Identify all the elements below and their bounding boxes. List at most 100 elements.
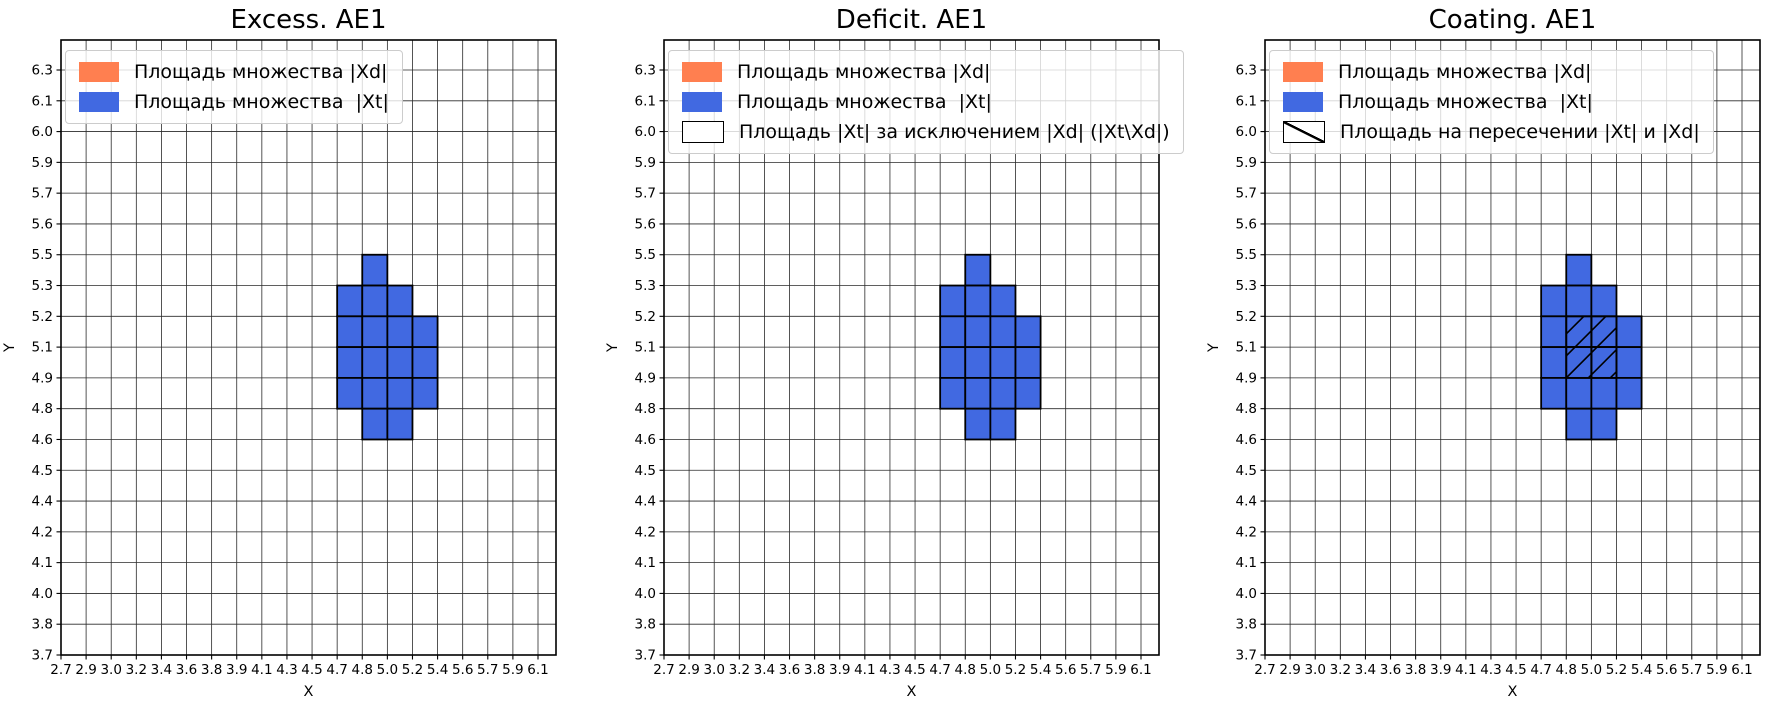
- legend-entry: Площадь |Xt| за исключением |Xd| (|Xt\Xd…: [682, 117, 1170, 147]
- y-tick-label: 4.4: [1236, 494, 1257, 510]
- xt-cell: [1615, 376, 1643, 410]
- xt-cell: [1540, 284, 1568, 318]
- y-tick-label: 3.7: [32, 648, 53, 664]
- x-tick-label: 5.9: [1105, 662, 1126, 678]
- x-tick-label: 2.7: [50, 662, 71, 678]
- xt-cell: [386, 315, 414, 349]
- x-tick-label: 5.4: [1631, 662, 1652, 678]
- xt-cell: [1540, 315, 1568, 349]
- xt-cell: [361, 346, 389, 379]
- x-tick-label: 3.8: [1405, 662, 1426, 678]
- plot-2: 2.7 2.9 3.0 3.2 3.4 3.6 3.8 3.9 4.1 4.3 4.5 4.7 4.8 5…: [1206, 39, 1761, 700]
- legend-label: Площадь множества |Xt|: [1338, 90, 1593, 113]
- x-tick-label: 5.6: [1656, 662, 1677, 678]
- x-tick-label: 4.8: [955, 662, 976, 678]
- xt-cells: [939, 253, 1042, 441]
- x-tick-label: 4.5: [904, 662, 925, 678]
- x-tick-label: 5.2: [1005, 662, 1026, 678]
- x-tick-label: 3.9: [829, 662, 850, 678]
- x-tick-label: 5.0: [1581, 662, 1602, 678]
- y-tick-label: 6.1: [32, 93, 53, 109]
- x-tick-label: 3.4: [1355, 662, 1376, 678]
- x-tick-label: 5.7: [1681, 662, 1702, 678]
- x-tick-label: 2.9: [1279, 662, 1300, 678]
- x-tick-label: 3.6: [779, 662, 800, 678]
- y-tick-label: 3.8: [635, 617, 656, 633]
- legend-swatch-fill-icon: [79, 62, 119, 82]
- y-tick-label: 3.7: [635, 648, 656, 664]
- y-tick-label: 6.3: [32, 63, 53, 79]
- y-tick-label: 5.5: [635, 247, 656, 263]
- x-tick-label: 4.8: [352, 662, 373, 678]
- plot-title-excess: Excess. AE1: [230, 5, 387, 35]
- xt-cell: [411, 346, 439, 379]
- xt-cell: [1615, 346, 1643, 379]
- y-tick-label: 4.2: [1236, 524, 1257, 540]
- y-tick-label: 4.5: [32, 463, 53, 479]
- xt-cell: [989, 315, 1017, 349]
- x-tick-label: 3.2: [1330, 662, 1351, 678]
- y-tick-label: 5.7: [1236, 186, 1257, 202]
- y-tick-label: 5.2: [635, 309, 656, 325]
- x-tick-label: 5.4: [427, 662, 448, 678]
- x-tick-label: 3.6: [1380, 662, 1401, 678]
- y-tick-label: 6.3: [635, 63, 656, 79]
- xt-cell: [939, 315, 967, 349]
- xt-cell: [336, 376, 364, 410]
- y-axis-label: Y: [2, 343, 18, 353]
- x-tick-labels: 2.7 2.9 3.0 3.2 3.4 3.6 3.8 3.9 4.1 4.3 4.5 4.7 4.8 5…: [653, 662, 1151, 678]
- xt-cell: [1565, 253, 1593, 287]
- x-tick-label: 6.1: [1731, 662, 1752, 678]
- legend-label: Площадь множества |Xt|: [134, 90, 389, 113]
- x-tick-label: 4.7: [929, 662, 950, 678]
- x-tick-label: 4.7: [1530, 662, 1551, 678]
- x-tick-label: 5.2: [402, 662, 423, 678]
- y-tick-label: 4.8: [32, 401, 53, 417]
- legend-entry: Площадь множества |Xd|: [79, 57, 389, 87]
- x-tick-label: 3.9: [226, 662, 247, 678]
- xt-cell: [361, 376, 389, 410]
- x-tick-label: 3.0: [703, 662, 724, 678]
- x-tick-label: 4.3: [276, 662, 297, 678]
- plot-title-deficit: Deficit. AE1: [835, 5, 988, 35]
- y-tick-label: 5.3: [1236, 278, 1257, 294]
- legend-coating: Площадь множества |Xd| Площадь множества …: [1269, 50, 1714, 154]
- y-tick-label: 5.6: [635, 216, 656, 232]
- x-tick-label: 2.7: [1254, 662, 1275, 678]
- x-tick-label: 5.7: [477, 662, 498, 678]
- xt-cell: [361, 315, 389, 349]
- y-tick-label: 5.3: [32, 278, 53, 294]
- x-tick-label: 4.8: [1556, 662, 1577, 678]
- y-tick-label: 5.1: [32, 340, 53, 356]
- xt-cell: [1565, 376, 1593, 410]
- x-axis-label: X: [907, 684, 917, 700]
- legend-excess: Площадь множества |Xd| Площадь множества …: [65, 50, 403, 124]
- plot-0: 2.7 2.9 3.0 3.2 3.4 3.6 3.8 3.9 4.1 4.3 4.5 4.7 4.8 5…: [2, 39, 557, 700]
- xt-cell: [964, 315, 992, 349]
- xt-cell: [336, 346, 364, 379]
- xt-cell: [1540, 376, 1568, 410]
- x-tick-label: 3.4: [754, 662, 775, 678]
- xt-cell: [336, 315, 364, 349]
- y-tick-label: 4.5: [1236, 463, 1257, 479]
- xt-cell: [1014, 315, 1042, 349]
- x-tick-label: 5.0: [377, 662, 398, 678]
- x-axis-label: X: [304, 684, 314, 700]
- x-tick-label: 2.7: [653, 662, 674, 678]
- x-tick-label: 3.0: [1304, 662, 1325, 678]
- grid: [60, 40, 556, 656]
- y-tick-label: 5.2: [1236, 309, 1257, 325]
- xt-cells: [336, 253, 439, 441]
- xt-cell: [964, 407, 992, 441]
- xt-cell: [1590, 407, 1618, 441]
- y-tick-label: 4.9: [635, 370, 656, 386]
- y-tick-label: 4.4: [32, 494, 53, 510]
- x-tick-label: 4.3: [879, 662, 900, 678]
- x-tick-label: 3.8: [201, 662, 222, 678]
- x-tick-label: 3.9: [1430, 662, 1451, 678]
- legend-label: Площадь на пересечении |Xt| и |Xd|: [1340, 120, 1700, 143]
- y-tick-label: 4.1: [1236, 555, 1257, 571]
- xt-cell: [1590, 376, 1618, 410]
- xt-cell: [989, 346, 1017, 379]
- xt-cell: [1615, 315, 1643, 349]
